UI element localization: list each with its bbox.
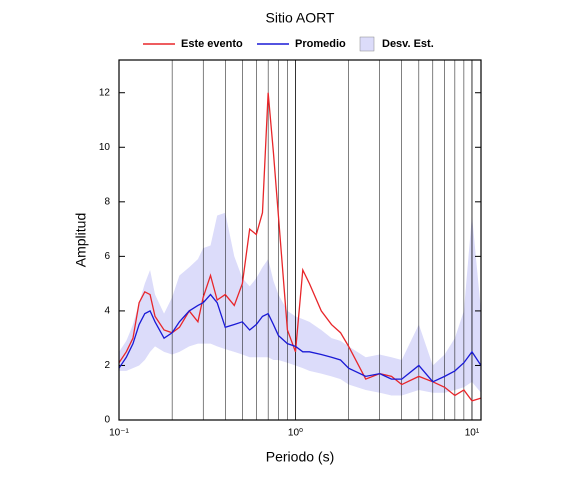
x-tick-label: 10¹ bbox=[465, 428, 480, 439]
y-tick-label: 0 bbox=[104, 415, 110, 426]
plot-frame bbox=[118, 59, 482, 421]
legend-swatch bbox=[359, 36, 375, 52]
std-band bbox=[119, 212, 481, 396]
x-tick-label: 10⁰ bbox=[288, 428, 303, 439]
chart-title: Sitio AORT bbox=[266, 10, 335, 26]
y-tick-label: 12 bbox=[99, 87, 111, 98]
series-line bbox=[118, 293, 482, 383]
legend-label: Desv. Est. bbox=[382, 38, 434, 50]
legend-label: Promedio bbox=[295, 38, 346, 50]
series-line bbox=[118, 92, 482, 402]
y-tick-label: 6 bbox=[104, 251, 110, 262]
legend-label: Este evento bbox=[181, 38, 243, 50]
y-tick-label: 8 bbox=[104, 196, 110, 207]
x-tick-label: 10⁻¹ bbox=[109, 428, 129, 439]
y-tick-label: 2 bbox=[104, 360, 110, 371]
y-tick-label: 10 bbox=[99, 142, 111, 153]
y-tick-label: 4 bbox=[104, 306, 110, 317]
x-axis-label: Periodo (s) bbox=[266, 449, 334, 465]
y-axis-label: Amplitud bbox=[73, 213, 89, 267]
